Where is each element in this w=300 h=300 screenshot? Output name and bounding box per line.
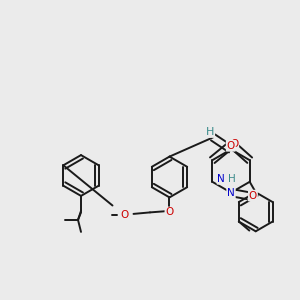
Text: O: O [165, 207, 174, 218]
Text: H: H [206, 127, 214, 137]
Text: N: N [227, 188, 235, 198]
Text: O: O [120, 209, 129, 220]
Text: O: O [249, 190, 257, 201]
Text: O: O [230, 139, 238, 149]
Text: H: H [228, 174, 236, 184]
Text: O: O [227, 141, 235, 151]
Text: N: N [218, 174, 225, 184]
